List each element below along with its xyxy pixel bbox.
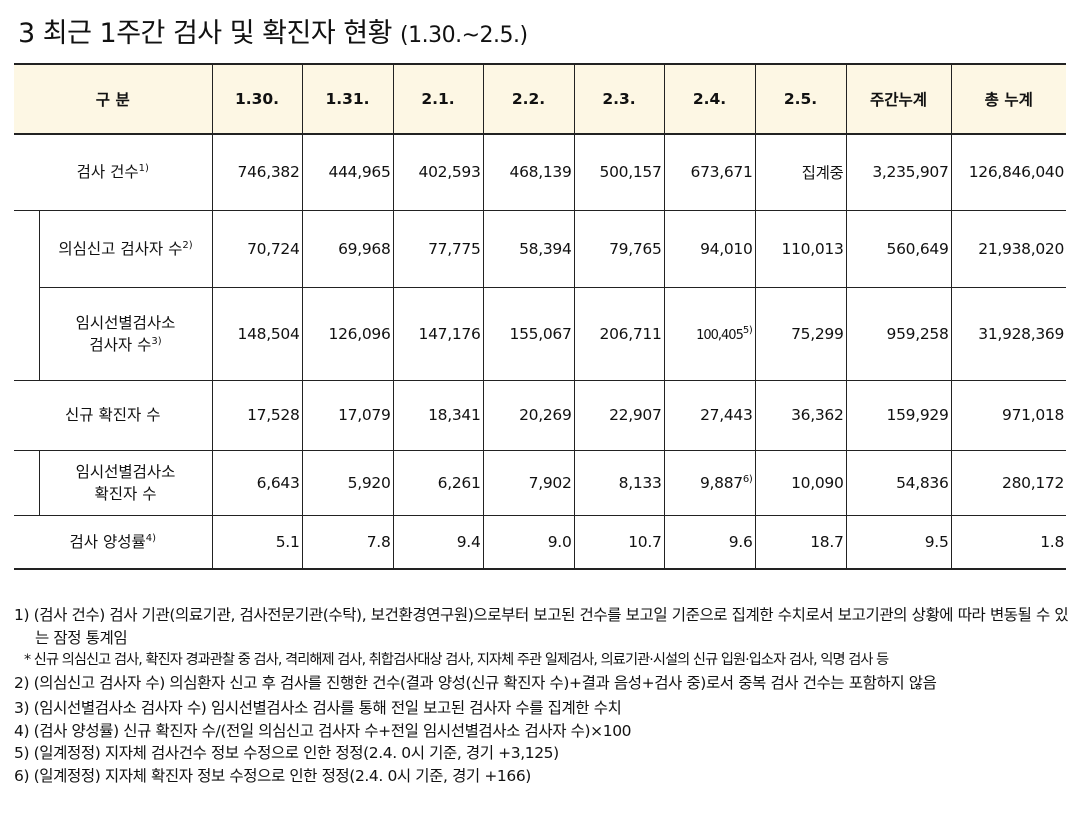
table-cell: 673,671 (664, 134, 756, 211)
header-date: 2.5. (755, 64, 847, 135)
table-cell: 18,341 (393, 380, 484, 451)
table-cell: 147,176 (393, 287, 484, 381)
table-cell: 79,765 (574, 210, 665, 288)
footnote-asterisk: * 신규 의심신고 검사, 확진자 경과관찰 중 검사, 격리해제 검사, 취합… (24, 652, 889, 668)
table-cell: 126,846,040 (951, 134, 1067, 211)
table-cell: 58,394 (483, 210, 575, 288)
title-main: 3 최근 1주간 검사 및 확진자 현황 (18, 18, 392, 49)
table-cell: 6,261 (393, 450, 484, 516)
row-label: 검사 건수1) (14, 134, 213, 211)
table-cell: 70,724 (212, 210, 303, 288)
table-cell: 7,902 (483, 450, 575, 516)
table-cell: 155,067 (483, 287, 575, 381)
table-row: 신규 확진자 수 17,528 17,079 18,341 20,269 22,… (14, 380, 1067, 451)
table-cell: 110,013 (755, 210, 847, 288)
table-cell: 9.5 (846, 515, 952, 570)
table-cell: 10,090 (755, 450, 847, 516)
header-cumulative-total: 총 누계 (951, 64, 1067, 135)
header-category: 구 분 (14, 64, 213, 135)
table-cell: 94,010 (664, 210, 756, 288)
row-label: 의심신고 검사자 수2) (39, 210, 213, 288)
footnote-6: 6) (일계정정) 지자체 확진자 정보 수정으로 인한 정정(2.4. 0시 … (14, 766, 531, 785)
footnote-1: 1) (검사 건수) 검사 기관(의료기관, 검사전문기관(수탁), 보건환경연… (14, 606, 1069, 647)
table-cell: 206,711 (574, 287, 665, 381)
table-cell: 7.8 (302, 515, 394, 570)
table-cell: 468,139 (483, 134, 575, 211)
footnote-3: 3) (임시선별검사소 검사자 수) 임시선별검사소 검사를 통해 전일 보고된… (14, 699, 622, 717)
table-cell: 444,965 (302, 134, 394, 211)
table-cell: 8,133 (574, 450, 665, 516)
header-row: 구 분 1.30. 1.31. 2.1. 2.2. 2.3. 2.4. 2.5.… (14, 64, 1067, 135)
header-weekly-total: 주간누계 (846, 64, 952, 135)
table-cell: 3,235,907 (846, 134, 952, 211)
table-cell: 21,938,020 (951, 210, 1067, 288)
table-cell: 159,929 (846, 380, 952, 451)
header-date: 2.4. (664, 64, 756, 135)
row-label: 검사 양성률4) (14, 515, 213, 570)
header-date: 2.1. (393, 64, 484, 135)
table-cell: 1.8 (951, 515, 1067, 570)
row-label: 임시선별검사소 확진자 수 (39, 450, 213, 516)
indent-cell (14, 287, 40, 381)
indent-cell (14, 450, 40, 516)
table-cell: 126,096 (302, 287, 394, 381)
table-cell: 20,269 (483, 380, 575, 451)
table-cell: 9.6 (664, 515, 756, 570)
table-cell: 148,504 (212, 287, 303, 381)
table-cell: 500,157 (574, 134, 665, 211)
table-row: 의심신고 검사자 수2) 70,724 69,968 77,775 58,394… (14, 210, 1067, 288)
table-cell: 75,299 (755, 287, 847, 381)
title-date-range: (1.30.~2.5.) (400, 23, 528, 48)
table-cell: 54,836 (846, 450, 952, 516)
table-cell: 9,8876) (664, 450, 756, 516)
header-date: 1.31. (302, 64, 394, 135)
table-cell: 9.0 (483, 515, 575, 570)
table-cell: 17,079 (302, 380, 394, 451)
table-cell: 집계중 (755, 134, 847, 211)
table-cell: 69,968 (302, 210, 394, 288)
table-cell: 959,258 (846, 287, 952, 381)
table-cell: 746,382 (212, 134, 303, 211)
table-cell: 6,643 (212, 450, 303, 516)
table-cell: 77,775 (393, 210, 484, 288)
header-date: 2.3. (574, 64, 665, 135)
table-cell: 17,528 (212, 380, 303, 451)
footnote-4: 4) (검사 양성률) 신규 확진자 수/(전일 의심신고 검사자 수+전일 임… (14, 721, 632, 740)
table-row: 검사 양성률4) 5.1 7.8 9.4 9.0 10.7 9.6 18.7 9… (14, 515, 1067, 570)
table-cell: 5.1 (212, 515, 303, 570)
row-label: 신규 확진자 수 (14, 380, 213, 451)
page-title: 3 최근 1주간 검사 및 확진자 현황 (1.30.~2.5.) (18, 14, 528, 56)
footnote-5: 5) (일계정정) 지자체 검사건수 정보 수정으로 인한 정정(2.4. 0시… (14, 744, 559, 762)
table-cell: 402,593 (393, 134, 484, 211)
table-cell: 280,172 (951, 450, 1067, 516)
table-row: 임시선별검사소 확진자 수 6,643 5,920 6,261 7,902 8,1… (14, 450, 1067, 516)
table-cell: 10.7 (574, 515, 665, 570)
table-cell: 9.4 (393, 515, 484, 570)
header-date: 2.2. (483, 64, 575, 135)
table-row: 검사 건수1) 746,382 444,965 402,593 468,139 … (14, 134, 1067, 211)
table-cell: 5,920 (302, 450, 394, 516)
indent-cell (14, 210, 40, 287)
table-cell: 100,4055) (664, 287, 756, 381)
table-cell: 971,018 (951, 380, 1067, 451)
table-cell: 560,649 (846, 210, 952, 288)
table-cell: 18.7 (755, 515, 847, 570)
table-row: 임시선별검사소 검사자 수3) 148,504 126,096 147,176 1… (14, 287, 1067, 381)
footnote-2: 2) (의심신고 검사자 수) 의심환자 신고 후 검사를 진행한 건수(결과 … (14, 673, 937, 692)
row-label: 임시선별검사소 검사자 수3) (39, 287, 213, 381)
table-cell: 27,443 (664, 380, 756, 451)
table-cell: 22,907 (574, 380, 665, 451)
test-status-table: 구 분 1.30. 1.31. 2.1. 2.2. 2.3. 2.4. 2.5.… (14, 63, 1067, 570)
footnotes: 1) (검사 건수) 검사 기관(의료기관, 검사전문기관(수탁), 보건환경연… (14, 604, 1070, 787)
table-cell: 31,928,369 (951, 287, 1067, 381)
table-cell: 36,362 (755, 380, 847, 451)
header-date: 1.30. (212, 64, 303, 135)
